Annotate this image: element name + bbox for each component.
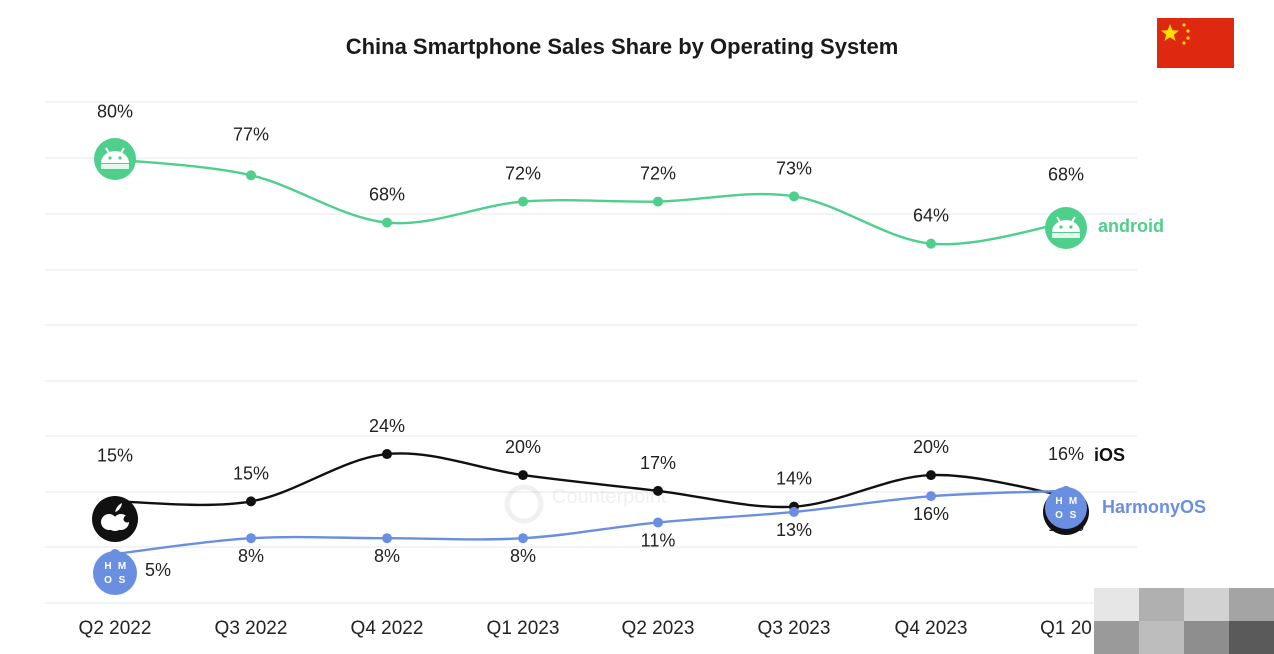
data-point-android [653, 197, 663, 207]
android-icon [94, 138, 136, 180]
data-label-harmonyos: 5% [145, 560, 171, 580]
svg-text:S: S [1070, 510, 1077, 521]
data-label-android: 72% [505, 164, 541, 184]
watermark-logo: Counterpoint [507, 486, 667, 521]
chart-title: China Smartphone Sales Share by Operatin… [346, 34, 899, 59]
svg-text:O: O [1055, 510, 1063, 521]
data-label-ios: 20% [913, 437, 949, 457]
harmonyos-icon: H M O S [1045, 487, 1087, 529]
data-label-ios: 15% [97, 445, 133, 465]
data-label-ios: 16% [1048, 444, 1084, 464]
data-point-ios [653, 486, 663, 496]
data-label-harmonyos: 16% [913, 504, 949, 524]
data-point-android [246, 170, 256, 180]
x-tick-label: Q3 2023 [758, 618, 831, 639]
apple-icon [92, 496, 138, 542]
svg-text:M: M [1069, 496, 1077, 507]
data-label-android: 68% [1048, 165, 1084, 185]
data-label-android: 80% [97, 102, 133, 122]
x-tick-label: Q1 2023 [487, 618, 560, 639]
x-tick-label: Q4 2023 [895, 618, 968, 639]
data-label-android: 68% [369, 185, 405, 205]
data-label-ios: 17% [640, 453, 676, 473]
data-point-harmonyos [653, 517, 663, 527]
data-point-harmonyos [382, 533, 392, 543]
data-point-ios [518, 470, 528, 480]
data-label-android: 77% [233, 124, 269, 144]
series-names: android iOS HarmonyOS [1094, 216, 1206, 517]
data-label-harmonyos: 8% [510, 546, 536, 566]
x-tick-label: Q1 20 [1040, 618, 1092, 639]
data-point-android [926, 239, 936, 249]
legend-android: android [1098, 216, 1164, 236]
data-point-harmonyos [789, 507, 799, 517]
data-point-harmonyos [518, 533, 528, 543]
data-point-harmonyos [926, 491, 936, 501]
data-point-ios [382, 449, 392, 459]
x-tick-label: Q2 2023 [622, 618, 695, 639]
data-point-android [518, 197, 528, 207]
data-label-harmonyos: 11% [641, 530, 676, 550]
data-label-android: 73% [776, 158, 812, 178]
data-label-harmonyos: 8% [238, 546, 264, 566]
data-point-ios [926, 470, 936, 480]
harmonyos-icon: H M O S [93, 551, 137, 595]
data-point-ios [246, 496, 256, 506]
x-tick-label: Q3 2022 [215, 618, 288, 639]
x-tick-label: Q2 2022 [79, 618, 152, 639]
data-label-ios: 20% [505, 437, 541, 457]
series-line-android [115, 160, 1066, 245]
x-tick-label: Q4 2022 [351, 618, 424, 639]
data-label-ios: 24% [369, 416, 405, 436]
android-icon [1045, 207, 1087, 249]
pixelated-corner-overlay [1094, 588, 1274, 654]
svg-text:H: H [1055, 496, 1062, 507]
gridlines [45, 102, 1137, 603]
data-label-android: 72% [640, 164, 676, 184]
data-point-harmonyos [246, 533, 256, 543]
china-flag-icon [1157, 18, 1234, 68]
legend-harmonyos: HarmonyOS [1102, 497, 1206, 517]
data-point-android [789, 191, 799, 201]
data-label-ios: 15% [233, 463, 269, 483]
data-point-android [382, 218, 392, 228]
svg-text:H: H [104, 561, 111, 572]
data-label-android: 64% [913, 206, 949, 226]
data-label-harmonyos: 8% [374, 546, 400, 566]
x-axis-ticks: Q2 2022 Q3 2022 Q4 2022 Q1 2023 Q2 2023 Q3 20… [79, 618, 1092, 639]
svg-text:M: M [118, 561, 126, 572]
data-label-harmonyos: 13% [776, 520, 812, 540]
svg-text:O: O [104, 575, 112, 586]
svg-text:S: S [119, 575, 126, 586]
data-label-ios: 14% [776, 469, 812, 489]
legend-ios: iOS [1094, 445, 1125, 465]
